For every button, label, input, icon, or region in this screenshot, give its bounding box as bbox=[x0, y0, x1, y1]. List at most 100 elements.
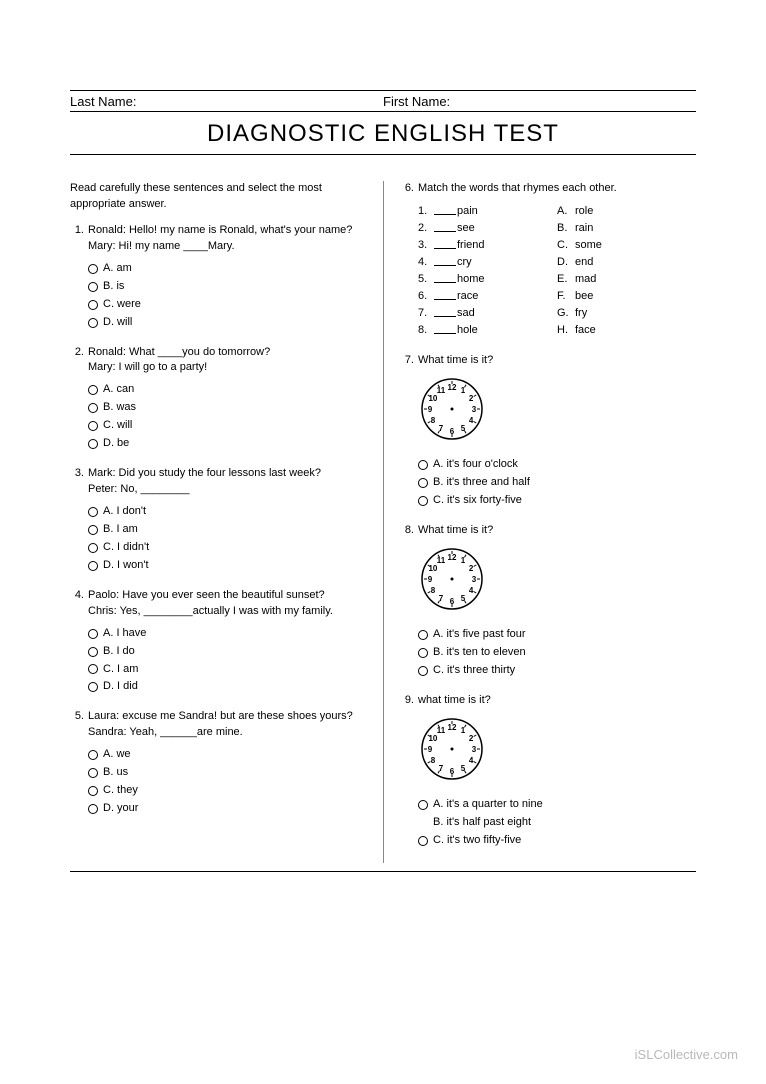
answer-option[interactable]: A. I have bbox=[88, 626, 367, 642]
match-item[interactable]: 1.pain bbox=[418, 204, 557, 220]
answer-option[interactable]: A. I don't bbox=[88, 504, 367, 520]
match-item[interactable]: 4.cry bbox=[418, 255, 557, 271]
answer-option[interactable]: B. it's half past eight bbox=[418, 815, 696, 831]
answer-option[interactable]: C. will bbox=[88, 418, 367, 434]
svg-text:8: 8 bbox=[431, 416, 436, 425]
option-label: B. I am bbox=[103, 522, 138, 538]
answer-option[interactable]: A. it's five past four bbox=[418, 627, 696, 643]
option-label: A. I don't bbox=[103, 504, 146, 520]
match-blank bbox=[434, 204, 456, 215]
match-num: 8. bbox=[418, 323, 434, 339]
match-answer: F.bee bbox=[557, 289, 696, 305]
svg-text:3: 3 bbox=[472, 405, 477, 414]
q-number: 1. bbox=[70, 223, 88, 255]
option-label: B. was bbox=[103, 400, 136, 416]
answer-option[interactable]: C. I am bbox=[88, 662, 367, 678]
svg-text:12: 12 bbox=[448, 383, 457, 392]
option-label: C. I didn't bbox=[103, 540, 149, 556]
svg-text:4: 4 bbox=[469, 756, 474, 765]
clock-wrap: 121234567891011 bbox=[400, 545, 696, 619]
answer-option[interactable]: C. it's two fifty-five bbox=[418, 833, 696, 849]
match-num: 7. bbox=[418, 306, 434, 322]
radio-icon bbox=[418, 800, 428, 810]
q-number: 6. bbox=[400, 181, 418, 197]
option-label: C. were bbox=[103, 297, 141, 313]
answer-option[interactable]: C. it's six forty-five bbox=[418, 493, 696, 509]
option-label: B. it's ten to eleven bbox=[433, 645, 526, 661]
radio-icon bbox=[88, 768, 98, 778]
answer-option[interactable]: C. were bbox=[88, 297, 367, 313]
answer-option[interactable]: A. am bbox=[88, 261, 367, 277]
svg-text:10: 10 bbox=[428, 394, 437, 403]
page-title: DIAGNOSTIC ENGLISH TEST bbox=[70, 112, 696, 155]
match-letter: F. bbox=[557, 289, 575, 305]
answer-option[interactable]: C. I didn't bbox=[88, 540, 367, 556]
question: 5.Laura: excuse me Sandra! but are these… bbox=[70, 709, 367, 817]
answer-option[interactable]: B. it's ten to eleven bbox=[418, 645, 696, 661]
answer-option[interactable]: B. it's three and half bbox=[418, 475, 696, 491]
q-line: Mary: I will go to a party! bbox=[88, 360, 367, 376]
option-label: C. will bbox=[103, 418, 132, 434]
answer-option[interactable]: C. they bbox=[88, 783, 367, 799]
q-text: What time is it? bbox=[418, 353, 696, 369]
match-num: 1. bbox=[418, 204, 434, 220]
instructions: Read carefully these sentences and selec… bbox=[70, 181, 367, 213]
option-label: B. us bbox=[103, 765, 128, 781]
radio-icon bbox=[418, 836, 428, 846]
answer-option[interactable]: A. it's a quarter to nine bbox=[418, 797, 696, 813]
q-body: Mark: Did you study the four lessons las… bbox=[88, 466, 367, 498]
radio-icon bbox=[88, 561, 98, 571]
answer-option[interactable]: B. I am bbox=[88, 522, 367, 538]
match-num: 3. bbox=[418, 238, 434, 254]
answer-option[interactable]: B. was bbox=[88, 400, 367, 416]
svg-text:4: 4 bbox=[469, 586, 474, 595]
match-item[interactable]: 7.sad bbox=[418, 306, 557, 322]
question: 1.Ronald: Hello! my name is Ronald, what… bbox=[70, 223, 367, 331]
answer-option[interactable]: D. will bbox=[88, 315, 367, 331]
match-blank bbox=[434, 272, 456, 283]
radio-icon bbox=[88, 647, 98, 657]
match-grid: 1.pain2.see3.friend4.cry5.home6.race7.sa… bbox=[400, 203, 696, 340]
answer-option[interactable]: B. us bbox=[88, 765, 367, 781]
match-word: end bbox=[575, 255, 593, 271]
q-body: Laura: excuse me Sandra! but are these s… bbox=[88, 709, 367, 741]
q-line: Laura: excuse me Sandra! but are these s… bbox=[88, 709, 367, 725]
match-item[interactable]: 5.home bbox=[418, 272, 557, 288]
answer-option[interactable]: A. we bbox=[88, 747, 367, 763]
q-text: Match the words that rhymes each other. bbox=[418, 181, 696, 197]
option-label: D. be bbox=[103, 436, 129, 452]
svg-text:10: 10 bbox=[428, 734, 437, 743]
answer-option[interactable]: D. your bbox=[88, 801, 367, 817]
answer-option[interactable]: A. can bbox=[88, 382, 367, 398]
q-line: Mark: Did you study the four lessons las… bbox=[88, 466, 367, 482]
svg-text:11: 11 bbox=[437, 556, 446, 565]
match-letter: G. bbox=[557, 306, 575, 322]
match-word: face bbox=[575, 323, 596, 339]
match-item[interactable]: 6.race bbox=[418, 289, 557, 305]
answer-option[interactable]: D. I won't bbox=[88, 558, 367, 574]
option-label: A. it's a quarter to nine bbox=[433, 797, 543, 813]
clock-wrap: 121234567891011 bbox=[400, 715, 696, 789]
answer-option[interactable]: D. be bbox=[88, 436, 367, 452]
match-num: 5. bbox=[418, 272, 434, 288]
q-line: Paolo: Have you ever seen the beautiful … bbox=[88, 588, 367, 604]
match-letter: A. bbox=[557, 204, 575, 220]
option-label: A. I have bbox=[103, 626, 146, 642]
answer-option[interactable]: D. I did bbox=[88, 679, 367, 695]
answer-option[interactable]: B. is bbox=[88, 279, 367, 295]
match-item[interactable]: 2.see bbox=[418, 221, 557, 237]
clock-icon: 121234567891011 bbox=[418, 545, 486, 613]
match-item[interactable]: 8.hole bbox=[418, 323, 557, 339]
clock-icon: 121234567891011 bbox=[418, 715, 486, 783]
match-letter: B. bbox=[557, 221, 575, 237]
option-label: C. I am bbox=[103, 662, 138, 678]
svg-text:11: 11 bbox=[437, 726, 446, 735]
answer-option[interactable]: B. I do bbox=[88, 644, 367, 660]
svg-text:10: 10 bbox=[428, 564, 437, 573]
option-label: B. is bbox=[103, 279, 124, 295]
match-answer: E.mad bbox=[557, 272, 696, 288]
option-label: C. it's six forty-five bbox=[433, 493, 522, 509]
match-item[interactable]: 3.friend bbox=[418, 238, 557, 254]
answer-option[interactable]: C. it's three thirty bbox=[418, 663, 696, 679]
answer-option[interactable]: A. it's four o'clock bbox=[418, 457, 696, 473]
